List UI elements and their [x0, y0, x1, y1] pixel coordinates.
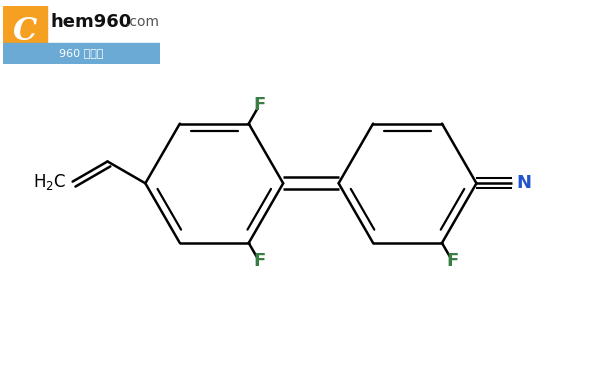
Polygon shape — [3, 43, 160, 64]
Text: .com: .com — [126, 15, 160, 29]
Text: H$_2$C: H$_2$C — [33, 172, 66, 192]
Text: F: F — [253, 252, 266, 270]
Text: N: N — [516, 174, 531, 192]
Polygon shape — [3, 6, 47, 64]
Text: F: F — [446, 252, 459, 270]
Text: F: F — [253, 96, 266, 114]
Text: hem960: hem960 — [50, 13, 131, 31]
Text: C: C — [13, 16, 37, 47]
Text: 960 化工网: 960 化工网 — [59, 48, 104, 58]
